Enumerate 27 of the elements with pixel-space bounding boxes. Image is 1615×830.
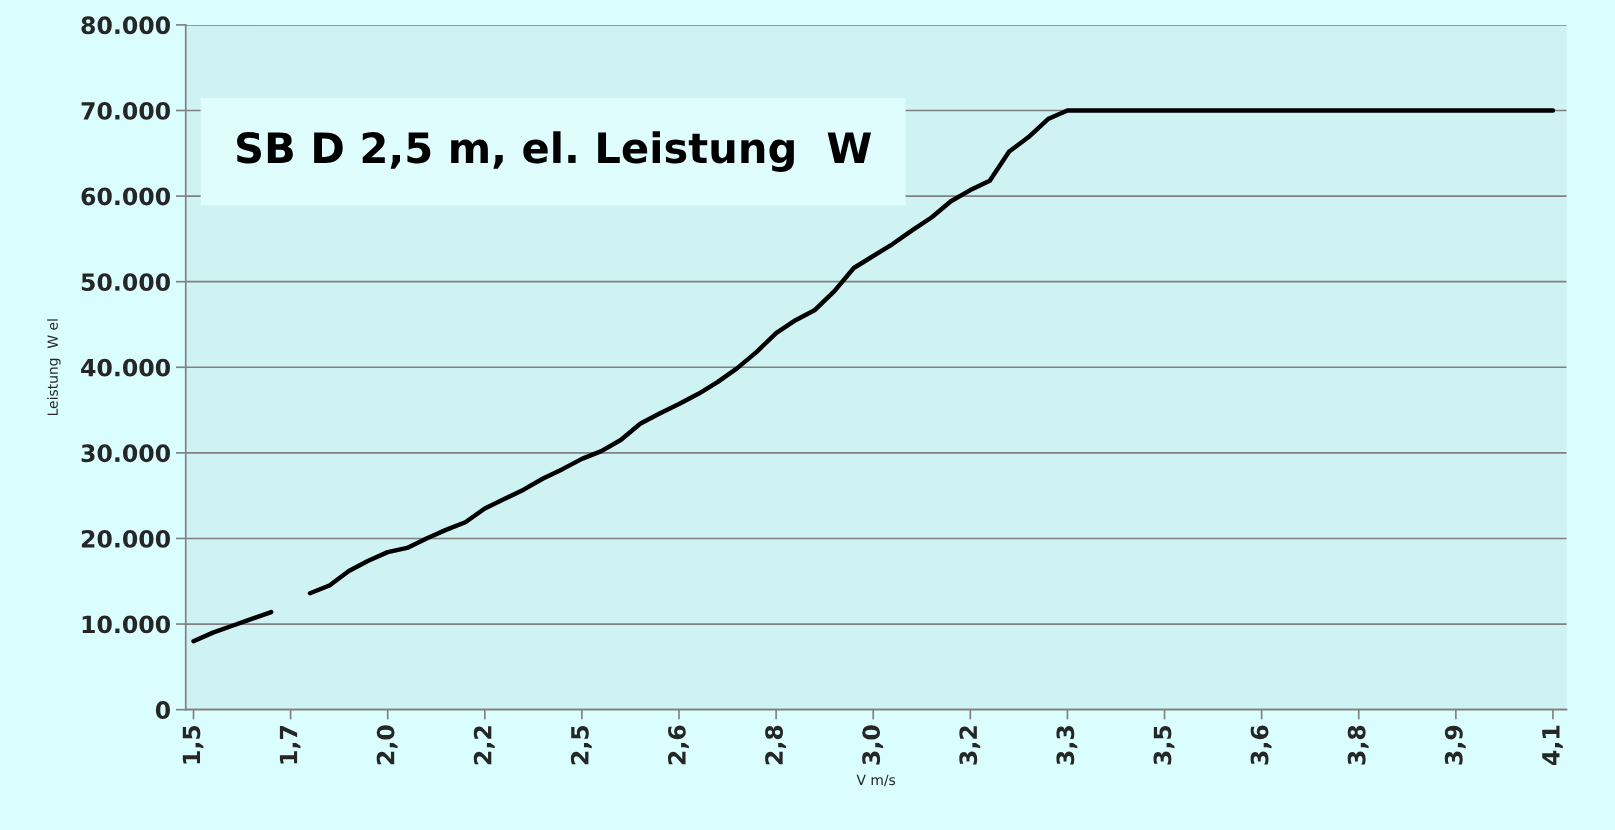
x-tick-label: 2,6	[668, 725, 689, 765]
x-tick-label: 3,8	[1347, 725, 1369, 765]
x-tick-label: 2,8	[765, 725, 786, 765]
x-tick-label: 3,0	[862, 725, 884, 765]
y-tick-label: 40.000	[81, 358, 171, 377]
text: SB D 2,5 m, el. Leistung W	[237, 131, 871, 172]
x-tick-label: 3,3	[1056, 726, 1078, 765]
x-tick-label: 2,0	[376, 725, 398, 765]
y-tick-label: 30.000	[81, 444, 171, 463]
x-tick-label: 4,1	[1542, 725, 1563, 765]
x-tick-label: 1,5	[182, 725, 204, 764]
x-tick-label: 3,9	[1444, 725, 1466, 765]
y-tick-label: 80.000	[81, 16, 171, 35]
y-tick-label: 70.000	[81, 101, 171, 120]
y-tick-label: 20.000	[81, 529, 171, 548]
x-tick-label: 2,5	[570, 725, 592, 765]
x-axis-title: V m/s	[856, 774, 896, 787]
y-axis-title: Leistung W el	[47, 319, 61, 416]
x-tick-label: 1,7	[279, 726, 301, 764]
x-tick-label: 3,6	[1250, 725, 1272, 765]
x-tick-label: 2,2	[473, 726, 495, 765]
y-tick-label: 60.000	[81, 187, 171, 206]
x-tick-label: 3,5	[1153, 725, 1175, 765]
y-tick-label: 50.000	[81, 273, 171, 291]
x-tick-label: 3,2	[959, 726, 981, 765]
y-tick-label: 0	[155, 701, 171, 719]
y-tick-label: 10.000	[82, 615, 171, 634]
